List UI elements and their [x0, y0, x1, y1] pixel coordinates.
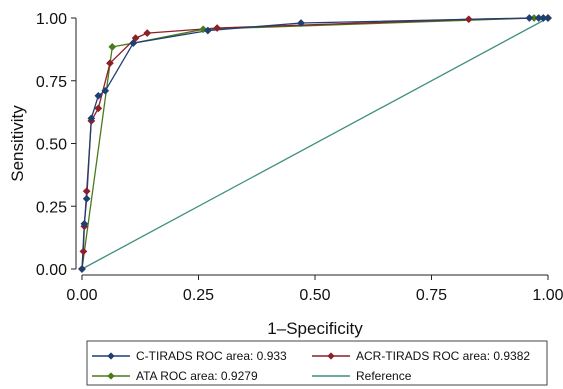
legend-entry: C-TIRADS ROC area: 0.933: [136, 349, 287, 363]
data-point: [544, 14, 552, 22]
x-tick-label: 0.50: [299, 287, 330, 304]
y-tick-label: 1.00: [36, 11, 67, 28]
data-point: [213, 24, 222, 32]
y-tick-label: 0.25: [36, 199, 67, 216]
series-layer: [78, 14, 552, 273]
data-point: [94, 91, 103, 100]
legend-marker: [107, 352, 115, 360]
data-point: [82, 194, 91, 203]
data-point: [297, 19, 305, 27]
data-point: [79, 247, 88, 256]
x-tick-label: 1.00: [532, 287, 563, 304]
legend-box: [86, 340, 548, 386]
x-axis-label: 1–Specificity: [267, 319, 363, 338]
legend-marker: [107, 372, 115, 380]
data-point: [525, 14, 534, 22]
x-tick-label: 0.25: [183, 287, 214, 304]
data-point: [87, 114, 96, 123]
series-line: [81, 17, 549, 270]
data-point: [464, 15, 473, 24]
data-point: [82, 187, 91, 196]
data-point: [106, 59, 114, 68]
data-point: [94, 104, 103, 113]
x-tick-label: 0.00: [66, 287, 97, 304]
data-point: [101, 86, 110, 95]
legend-entry: Reference: [356, 369, 412, 383]
data-point: [80, 219, 89, 228]
axis-labels: Sensitivity 1–Specificity: [8, 105, 363, 338]
axes: 0.00 0.25 0.50 0.75 1.00 0.00 0.25 0.50 0.75 1.00: [36, 11, 563, 304]
y-tick-label: 0.50: [36, 137, 67, 154]
x-tick-label: 0.75: [416, 287, 447, 304]
legend-entry: ACR-TIRADS ROC area: 0.9382: [356, 349, 530, 363]
legend: C-TIRADS ROC area: 0.933 ACR-TIRADS ROC a…: [86, 340, 548, 386]
y-tick-label: 0.75: [36, 74, 67, 91]
legend-marker: [327, 352, 335, 360]
data-point: [143, 29, 152, 38]
data-point: [78, 265, 86, 273]
y-tick-label: 0.00: [36, 262, 67, 279]
data-point: [108, 42, 117, 51]
data-point: [129, 39, 138, 48]
data-point: [203, 26, 212, 35]
legend-entry: ATA ROC area: 0.9279: [136, 369, 258, 383]
y-axis-label: Sensitivity: [8, 105, 27, 182]
